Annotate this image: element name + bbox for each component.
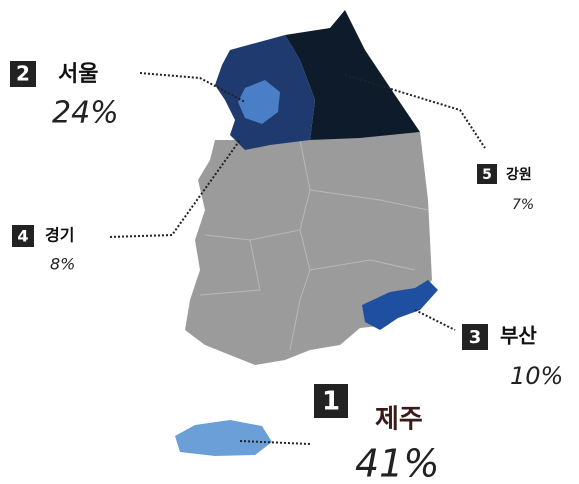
region-share: 7% (512, 197, 534, 213)
rank: 3 (469, 327, 482, 348)
region-name: 경기 (45, 226, 74, 245)
leader-line (139, 72, 246, 103)
rank-box (462, 324, 488, 350)
rank: 1 (322, 387, 340, 417)
rank: 2 (16, 62, 30, 86)
rank-box (477, 164, 497, 184)
rank-box (12, 225, 34, 247)
rank-box (10, 61, 36, 87)
rank: 5 (482, 167, 492, 183)
region-gangwon (285, 10, 420, 140)
rank: 4 (17, 227, 28, 246)
region-name: 강원 (506, 166, 532, 183)
region-jeju (175, 420, 272, 456)
leader-line (414, 309, 456, 331)
region-share: 8% (50, 255, 75, 274)
rank-box (314, 384, 348, 418)
region-name: 서울 (58, 62, 98, 87)
region-share: 24% (52, 96, 119, 131)
region-busan (362, 280, 438, 330)
region-name: 부산 (500, 324, 537, 348)
region-share: 41% (355, 442, 439, 484)
region-name: 제주 (375, 405, 423, 435)
leader-line (109, 139, 241, 238)
leader-line (344, 74, 486, 149)
province-borders (199, 139, 429, 351)
region-share: 10% (510, 362, 563, 390)
region-other (185, 132, 432, 365)
region-seoul (238, 80, 280, 124)
